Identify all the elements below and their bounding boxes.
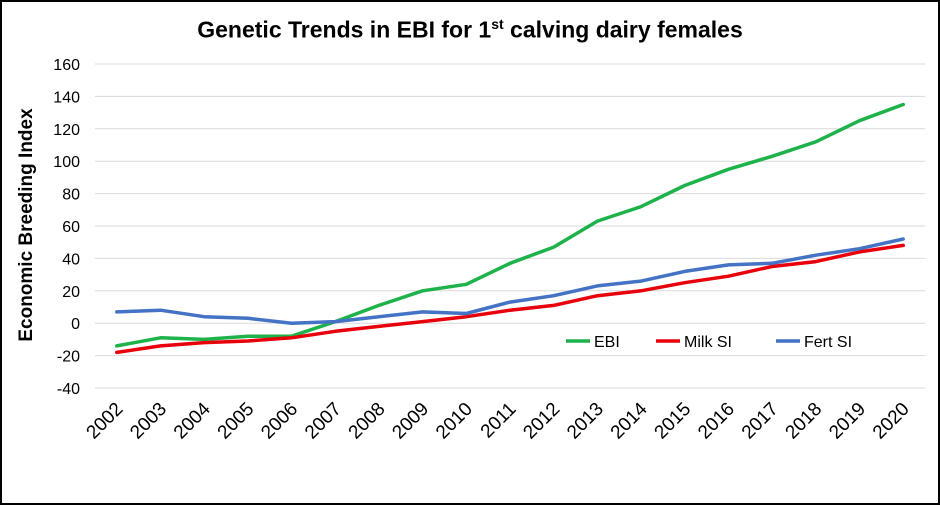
legend-label-ebi: EBI	[594, 334, 620, 351]
x-tick-label: 2010	[432, 399, 477, 444]
series-line-fert-si	[115, 237, 905, 325]
x-tick-label: 2006	[257, 399, 302, 444]
y-tick-label: -40	[57, 381, 80, 398]
y-tick-label: 0	[71, 316, 80, 333]
y-tick-label: -20	[57, 349, 80, 366]
legend-label-milk-si: Milk SI	[684, 334, 732, 351]
x-tick-label: 2018	[782, 399, 827, 444]
series-line-milk-si	[115, 243, 905, 355]
x-tick-label: 2002	[83, 399, 128, 444]
x-tick-label: 2007	[301, 399, 346, 444]
x-tick-label: 2005	[214, 399, 259, 444]
x-tick-label: 2020	[869, 399, 914, 444]
x-tick-label: 2004	[170, 398, 215, 443]
chart-title: Genetic Trends in EBI for 1st calving da…	[197, 16, 743, 43]
x-tick-label: 2013	[563, 399, 608, 444]
legend-label-fert-si: Fert SI	[804, 334, 852, 351]
y-tick-label: 20	[62, 284, 80, 301]
x-tick-label: 2003	[126, 399, 171, 444]
x-tick-label: 2019	[825, 399, 870, 444]
y-tick-label: 40	[62, 251, 80, 268]
y-tick-label: 120	[53, 122, 80, 139]
x-tick-label: 2012	[519, 399, 564, 444]
y-tick-label: 100	[53, 154, 80, 171]
y-tick-label: 140	[53, 89, 80, 106]
y-tick-label: 60	[62, 219, 80, 236]
x-tick-label: 2017	[738, 399, 783, 444]
x-tick-label: 2011	[477, 399, 521, 443]
x-tick-label: 2009	[388, 399, 433, 444]
x-tick-label: 2015	[651, 399, 696, 444]
series-line-ebi	[115, 102, 905, 348]
y-tick-label: 160	[53, 57, 80, 74]
x-tick-label: 2014	[607, 398, 652, 443]
y-axis-label: Economic Breeding Index	[16, 108, 37, 342]
x-tick-label: 2016	[694, 399, 739, 444]
x-tick-label: 2008	[345, 399, 390, 444]
y-tick-label: 80	[62, 187, 80, 204]
